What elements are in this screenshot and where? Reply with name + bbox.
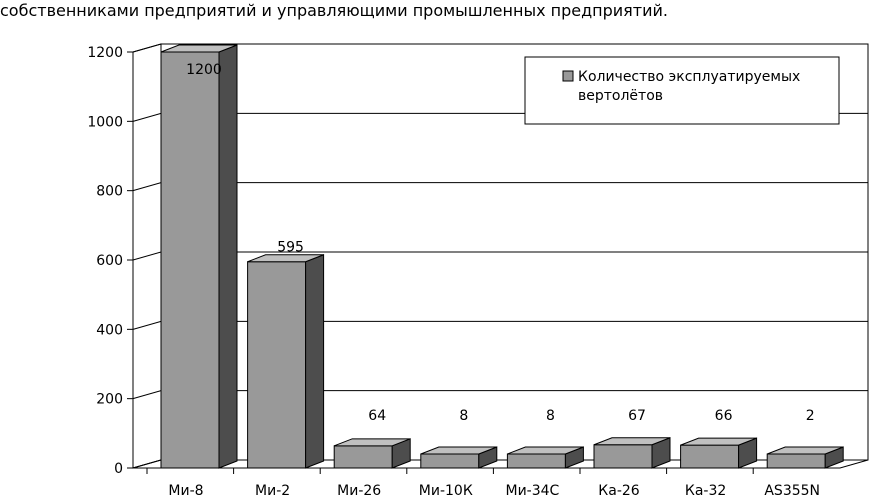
bar-top	[593, 437, 671, 446]
category-label: Ми-26	[337, 483, 381, 498]
bar-front	[160, 51, 220, 469]
data-label: 2	[806, 408, 815, 424]
caption-text: собственниками предприятий и управляющим…	[0, 1, 668, 20]
bar	[333, 438, 411, 469]
bar	[593, 437, 671, 469]
bar-top	[160, 44, 238, 53]
legend-swatch	[562, 70, 574, 82]
legend-box	[524, 56, 840, 125]
bar-side	[305, 254, 325, 469]
category-label: Ка-32	[685, 483, 726, 498]
category-label: Ми-2	[255, 483, 290, 498]
y-tick-label: 1000	[87, 114, 123, 130]
legend: Количество эксплуатируемых вертолётов	[524, 56, 840, 125]
y-tick-label: 0	[114, 461, 123, 477]
category-label: AS355N	[764, 483, 820, 498]
category-label: Ми-34С	[505, 483, 559, 498]
bar-front	[680, 444, 740, 469]
y-axis: 0 200 400 600 800 1000 1200	[87, 45, 840, 477]
data-label: 8	[459, 408, 468, 424]
category-label: Ка-26	[598, 483, 639, 498]
floor	[132, 459, 869, 469]
data-label: 595	[277, 240, 304, 256]
data-label: 64	[368, 408, 386, 424]
bar-front	[420, 453, 480, 469]
bar	[160, 44, 238, 469]
y-tick-label: 800	[96, 184, 123, 200]
bars	[160, 44, 844, 469]
bar-front	[766, 453, 826, 469]
bar-top	[334, 438, 411, 447]
bar	[680, 437, 758, 469]
bar	[247, 254, 325, 469]
data-label: 1200	[186, 62, 222, 78]
bar-front	[333, 445, 393, 469]
bar-top	[680, 437, 757, 446]
data-label: 67	[628, 408, 646, 424]
legend-label: Количество эксплуатируемых	[578, 69, 800, 85]
gridline	[132, 43, 868, 53]
bar-front	[247, 261, 307, 469]
y-tick-label: 200	[96, 392, 123, 408]
category-labels: Ми-8 Ми-2 Ми-26 Ми-10К Ми-34С Ка-26 Ка-32 AS355…	[146, 468, 820, 498]
y-tick-label: 600	[96, 253, 123, 269]
bar-front	[593, 444, 653, 469]
data-labels: 1200 595 64 8 8 67 66 2	[186, 62, 814, 424]
category-label: Ми-10К	[419, 483, 473, 498]
bar	[420, 446, 498, 469]
bar	[506, 446, 584, 469]
bar-side	[218, 44, 238, 469]
bar-top	[767, 446, 844, 455]
data-label: 8	[546, 408, 555, 424]
category-label: Ми-8	[168, 483, 203, 498]
bar-front	[506, 453, 566, 469]
data-label: 66	[715, 408, 733, 424]
bar-top	[420, 446, 497, 455]
legend-label: вертолётов	[578, 88, 663, 104]
y-tick-label: 400	[96, 322, 123, 338]
bar	[766, 446, 844, 469]
y-tick-label: 1200	[87, 45, 123, 61]
bar-top	[247, 254, 324, 263]
bar-top	[507, 446, 584, 455]
